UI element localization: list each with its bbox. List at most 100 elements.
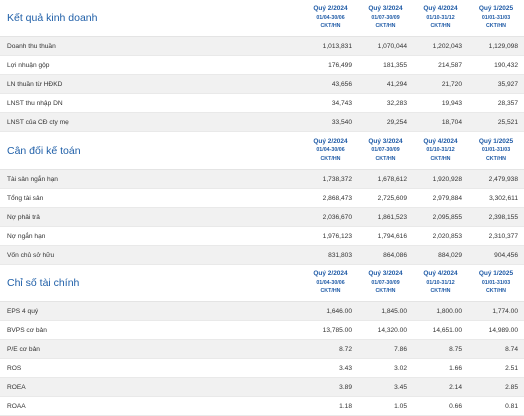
value-cell: 25,521 [497, 118, 518, 126]
quarter-type: CKT/HN [375, 288, 396, 295]
value-cell: 1,678,612 [377, 175, 407, 183]
quarter-name: Quý 2/2024 [313, 5, 348, 13]
quarter-type: CKT/HN [375, 23, 396, 30]
value-cell: 864,086 [383, 251, 407, 259]
value-cell: 0.66 [449, 402, 462, 410]
row-label: ROEA [7, 383, 26, 391]
value-cell: 0.81 [505, 402, 518, 410]
quarter-range: 01/04-30/06 [316, 279, 345, 286]
row-label: Vốn chủ sở hữu [7, 251, 55, 259]
quarter-type: CKT/HN [430, 288, 451, 295]
value-cell: 3.43 [339, 364, 352, 372]
table-row: Vốn chủ sở hữu 831,803 864,086 884,029 904,4… [0, 246, 524, 265]
quarter-type: CKT/HN [430, 23, 451, 30]
quarter-range: 01/01-31/03 [481, 14, 511, 21]
value-cell: 1,013,831 [322, 42, 352, 50]
income-statement-section: Kết quả kinh doanh Quý 2/2024 01/04-30/06… [0, 0, 524, 132]
table-row: Tài sản ngắn hạn 1,738,372 1,678,612 1,920,… [0, 170, 524, 189]
quarter-header: Quý 2/2024 01/04-30/06 CKT/HN [303, 5, 358, 31]
quarter-range: 01/01-31/03 [481, 279, 511, 286]
row-label: LN thuần từ HĐKD [7, 80, 63, 88]
row-label: Nợ ngắn hạn [7, 232, 46, 240]
table-row: EPS 4 quý 1,646.00 1,845.00 1,800.00 1,774.0… [0, 302, 524, 321]
section-title: Chỉ số tài chính [7, 277, 80, 289]
row-label: ROS [7, 364, 22, 372]
value-cell: 904,456 [494, 251, 518, 259]
quarter-type: CKT/HN [485, 288, 506, 295]
value-cell: 1,861,523 [377, 213, 407, 221]
quarter-range: 01/07-30/09 [371, 14, 400, 21]
value-cell: 214,587 [438, 61, 462, 69]
value-cell: 1,794,616 [377, 232, 407, 240]
financial-ratios-section: Chỉ số tài chính Quý 2/2024 01/04-30/06 CK… [0, 265, 524, 416]
quarter-name: Quý 1/2025 [478, 270, 514, 278]
quarter-range: 01/01-31/03 [481, 147, 511, 154]
table-row: LNST của CĐ cty mẹ 33,540 29,254 18,704 25,5… [0, 113, 524, 132]
value-cell: 3.45 [394, 383, 407, 391]
value-cell: 2,036,670 [322, 213, 352, 221]
section-header: Kết quả kinh doanh Quý 2/2024 01/04-30/06… [0, 0, 524, 37]
section-header: Chỉ số tài chính Quý 2/2024 01/04-30/06 CK… [0, 265, 524, 302]
table-row: Tổng tài sản 2,868,473 2,725,609 2,979,884 3… [0, 189, 524, 208]
value-cell: 1,738,372 [322, 175, 352, 183]
quarter-header: Quý 3/2024 01/07-30/09 CKT/HN [358, 270, 413, 296]
quarter-range: 01/10-31/12 [426, 14, 455, 21]
value-cell: 1,070,044 [377, 42, 407, 50]
value-cell: 14,651.00 [432, 326, 462, 334]
quarter-type: CKT/HN [320, 23, 341, 30]
value-cell: 1,800.00 [436, 307, 462, 315]
value-cell: 1,920,928 [432, 175, 462, 183]
value-cell: 35,927 [497, 80, 518, 88]
table-row: Nợ ngắn hạn 1,976,123 1,794,616 2,020,853 2,… [0, 227, 524, 246]
value-cell: 1,976,123 [322, 232, 352, 240]
value-cell: 1,129,098 [488, 42, 518, 50]
balance-sheet-section: Cân đối kế toán Quý 2/2024 01/04-30/06 CKT… [0, 132, 524, 265]
row-label: BVPS cơ bản [7, 326, 47, 334]
quarter-range: 01/10-31/12 [426, 279, 455, 286]
table-row: Lợi nhuận gộp 176,499 181,355 214,587 190,43… [0, 56, 524, 75]
section-title: Kết quả kinh doanh [7, 12, 98, 24]
value-cell: 2,479,938 [488, 175, 518, 183]
value-cell: 2,979,884 [432, 194, 462, 202]
table-row: LN thuần từ HĐKD 43,656 41,294 21,720 35,927 [0, 75, 524, 94]
value-cell: 181,355 [383, 61, 407, 69]
quarter-header: Quý 1/2025 01/01-31/03 CKT/HN [468, 138, 524, 164]
quarter-header: Quý 3/2024 01/07-30/09 CKT/HN [358, 5, 413, 31]
value-cell: 41,294 [386, 80, 407, 88]
row-label: Lợi nhuận gộp [7, 61, 50, 69]
quarter-type: CKT/HN [430, 155, 451, 162]
table-row: ROS 3.43 3.02 1.66 2.51 [0, 359, 524, 378]
value-cell: 2,725,609 [377, 194, 407, 202]
quarter-name: Quý 4/2024 [423, 5, 458, 13]
quarter-type: CKT/HN [485, 155, 506, 162]
row-label: Tài sản ngắn hạn [7, 175, 58, 183]
table-row: LNST thu nhập DN 34,743 32,283 19,943 28,357 [0, 94, 524, 113]
value-cell: 1,646.00 [326, 307, 352, 315]
quarter-header: Quý 2/2024 01/04-30/06 CKT/HN [303, 138, 358, 164]
row-label: EPS 4 quý [7, 307, 39, 315]
quarter-name: Quý 3/2024 [368, 137, 403, 145]
quarter-name: Quý 4/2024 [423, 270, 458, 278]
quarter-name: Quý 1/2025 [478, 5, 514, 13]
quarter-name: Quý 3/2024 [368, 270, 403, 278]
quarter-range: 01/07-30/09 [371, 279, 400, 286]
value-cell: 1.18 [339, 402, 352, 410]
value-cell: 2,310,377 [488, 232, 518, 240]
value-cell: 2.51 [505, 364, 518, 372]
value-cell: 29,254 [386, 118, 407, 126]
value-cell: 1,845.00 [381, 307, 407, 315]
row-label: Doanh thu thuần [7, 42, 56, 50]
value-cell: 14,320.00 [377, 326, 407, 334]
value-cell: 3.89 [339, 383, 352, 391]
value-cell: 8.72 [339, 345, 352, 353]
section-header: Cân đối kế toán Quý 2/2024 01/04-30/06 CKT… [0, 132, 524, 170]
row-label: ROAA [7, 402, 26, 410]
value-cell: 2,868,473 [322, 194, 352, 202]
quarter-range: 01/10-31/12 [426, 147, 455, 154]
quarter-header: Quý 1/2025 01/01-31/03 CKT/HN [468, 270, 524, 296]
quarter-type: CKT/HN [320, 155, 341, 162]
row-label: P/E cơ bản [7, 345, 40, 353]
quarter-header: Quý 2/2024 01/04-30/06 CKT/HN [303, 270, 358, 296]
value-cell: 8.75 [449, 345, 462, 353]
value-cell: 8.74 [505, 345, 518, 353]
